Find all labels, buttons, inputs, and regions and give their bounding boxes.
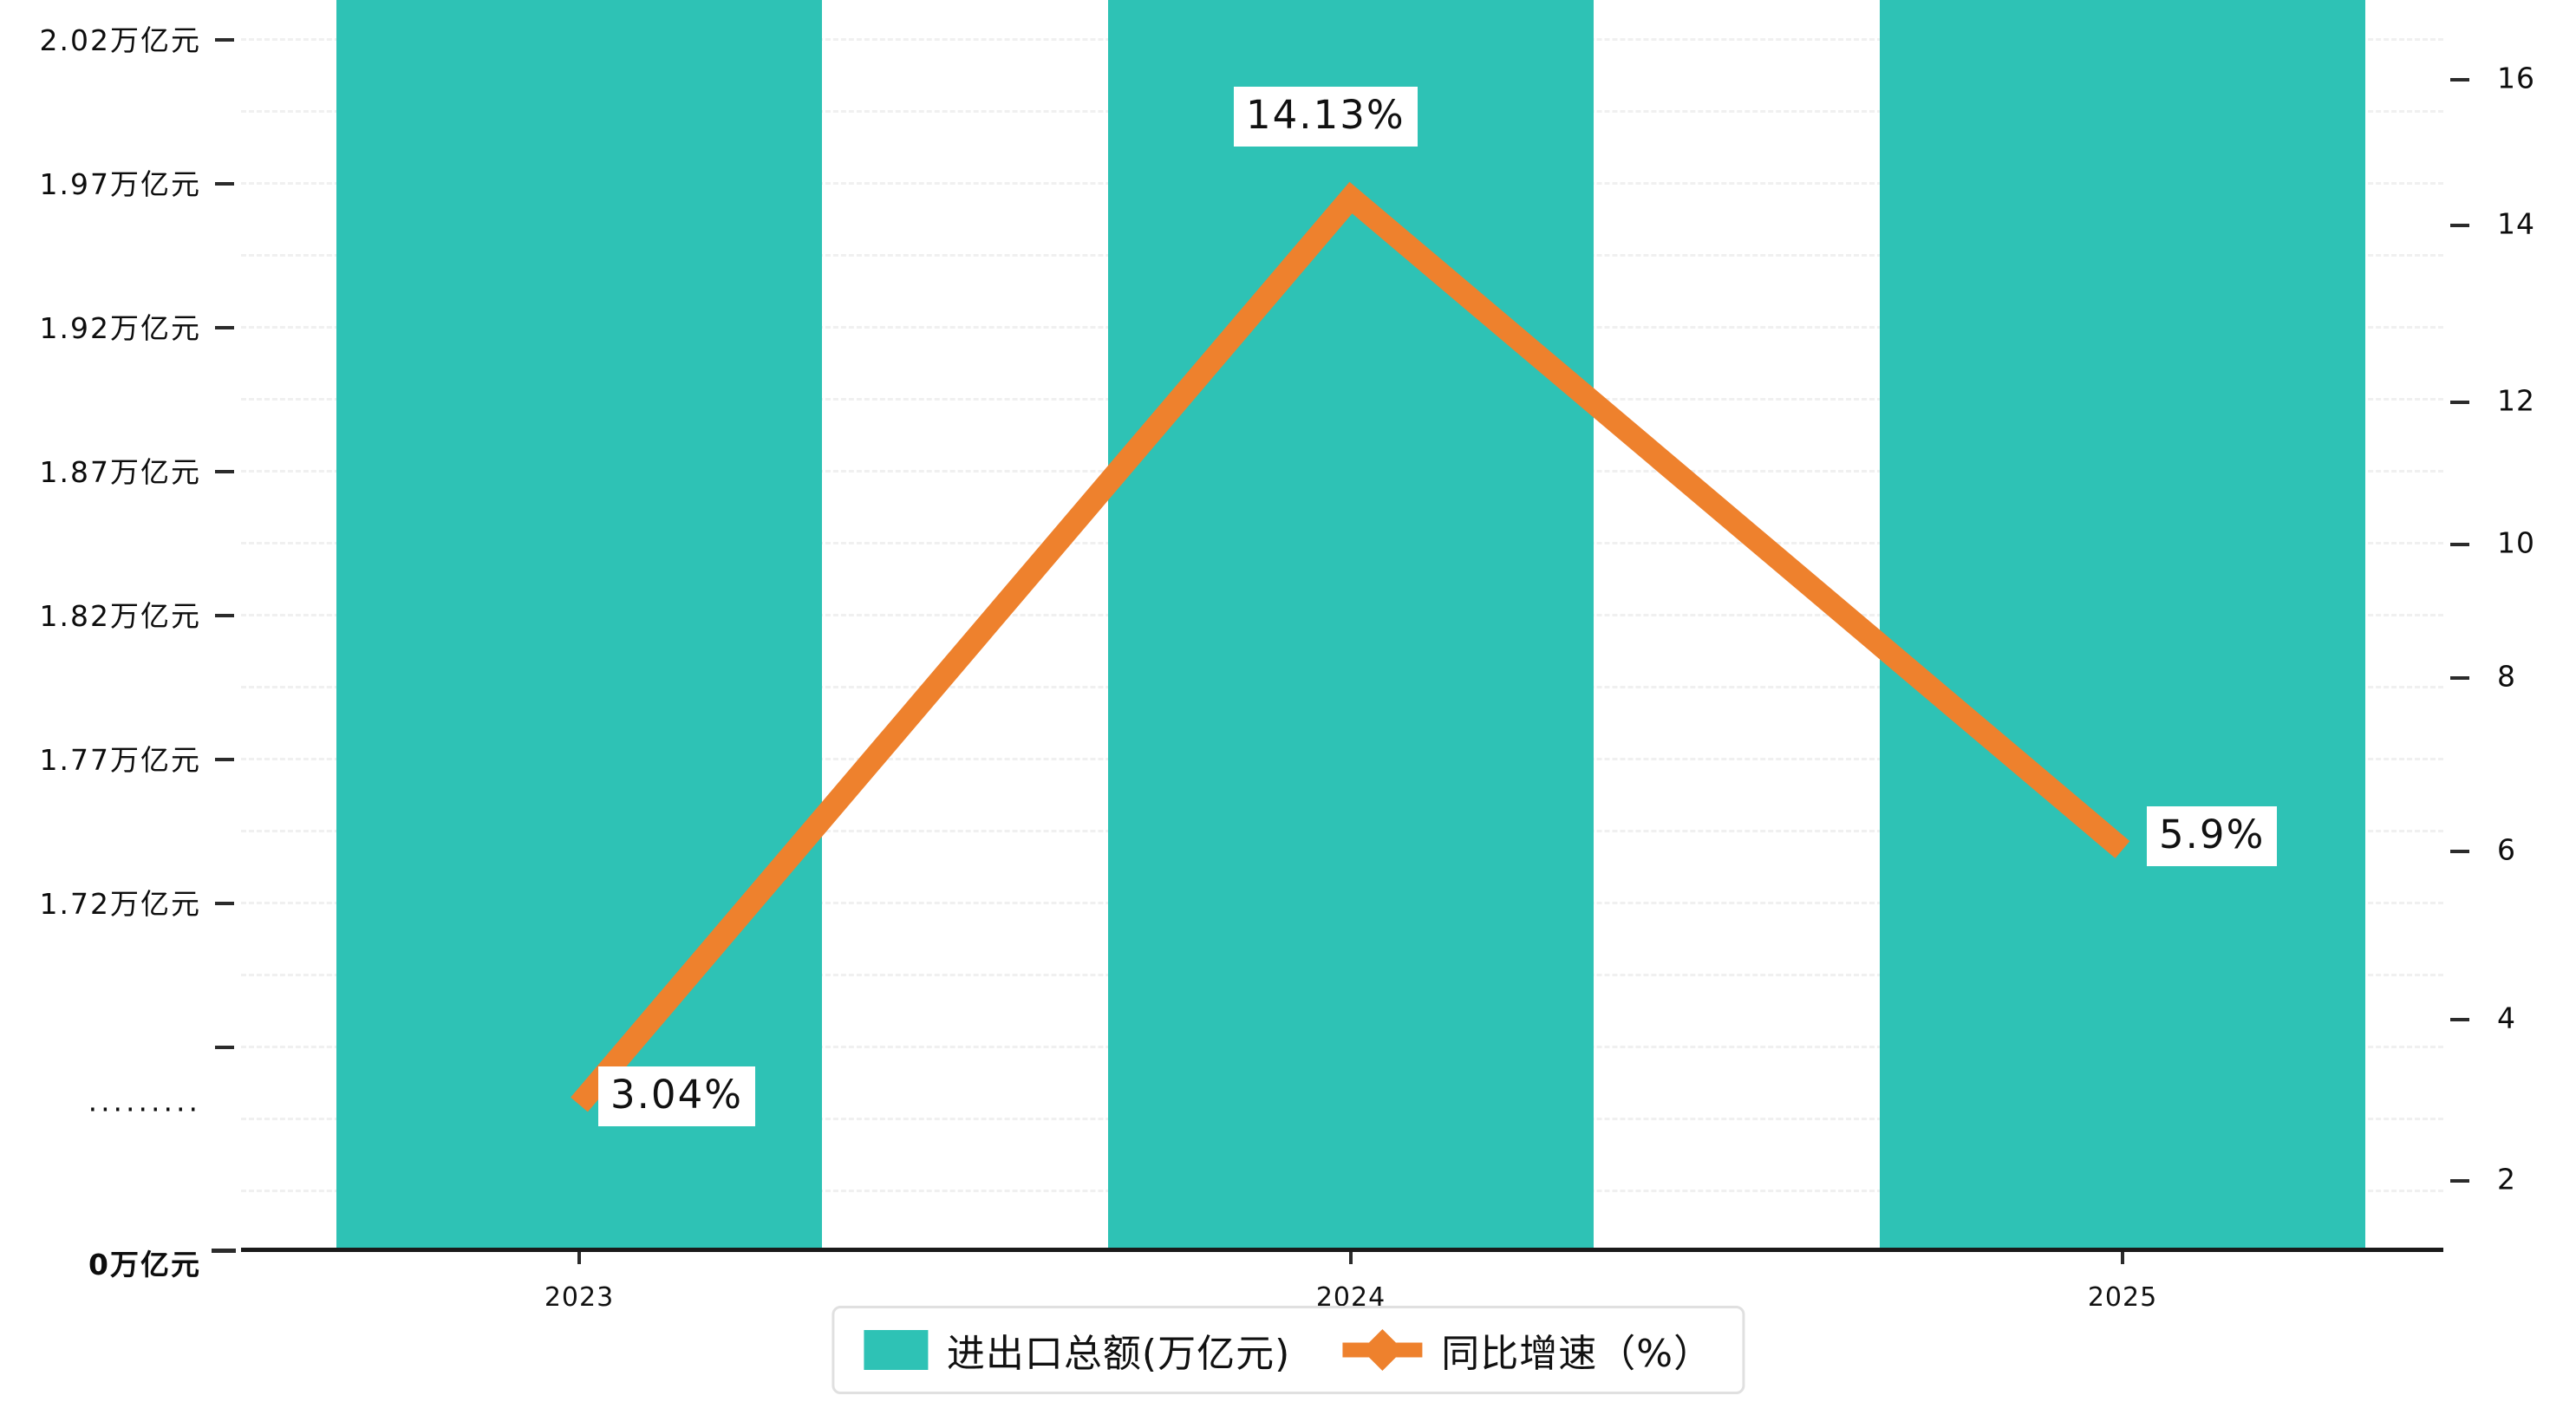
legend-line-diamond-icon (1342, 1328, 1423, 1372)
x-tick-2025 (2121, 1252, 2124, 1264)
x-axis-line (241, 1248, 2443, 1252)
line-label-2024: 14.13% (1234, 87, 1418, 147)
line-label-2025: 5.9% (2147, 806, 2278, 866)
y-axis-right-label-6: 6 (2497, 832, 2516, 867)
y-right-tick (2450, 1018, 2469, 1021)
y-right-tick (2450, 850, 2469, 853)
line-path (571, 181, 2130, 1112)
y-right-tick (2450, 1179, 2469, 1183)
x-tick-2023 (577, 1252, 581, 1264)
y-right-tick (2450, 401, 2469, 404)
y-right-tick (2450, 543, 2469, 546)
y-left-tick (212, 1249, 236, 1253)
y-left-tick (215, 326, 234, 329)
y-left-tick (215, 38, 234, 42)
y-right-tick (2450, 224, 2469, 227)
y-axis-right-label-16: 16 (2497, 61, 2535, 95)
y-left-tick (215, 1046, 234, 1049)
y-axis-right-label-2: 2 (2497, 1162, 2516, 1197)
y-axis-right-label-8: 8 (2497, 659, 2516, 694)
y-axis-left-label-1-77: 1.77万亿元 (39, 743, 201, 777)
legend-item-line[interactable]: 同比增速（%） (1342, 1322, 1712, 1378)
legend-label-bar: 进出口总额(万亿元) (946, 1332, 1291, 1376)
bar-2023[interactable] (336, 0, 822, 1252)
y-axis-left-label-0: 0万亿元 (88, 1248, 201, 1281)
legend-label-line: 同比增速（%） (1441, 1332, 1713, 1376)
line-label-2023: 3.04% (598, 1066, 755, 1126)
y-right-tick (2450, 78, 2469, 82)
y-right-tick (2450, 676, 2469, 680)
legend-item-bar[interactable]: 进出口总额(万亿元) (863, 1322, 1291, 1378)
legend-bar-swatch-icon (863, 1330, 928, 1370)
y-axis-left-label-1-97: 1.97万亿元 (39, 167, 201, 201)
y-left-tick (215, 902, 234, 905)
x-axis-label-2023: 2023 (544, 1282, 615, 1313)
y-axis-left-label-1-82: 1.82万亿元 (39, 599, 201, 633)
plot-area: 1.77万亿元 1.91万亿元 2.02万亿元 3.04% 14.13% 5.9… (212, 0, 2469, 1313)
x-axis-label-2025: 2025 (2087, 1282, 2158, 1313)
y-axis-left-label-2-02: 2.02万亿元 (39, 23, 201, 57)
y-left-tick (215, 614, 234, 617)
y-left-tick (215, 470, 234, 473)
bar-2025[interactable] (1880, 0, 2365, 1252)
y-axis-right-label-14: 14 (2497, 206, 2535, 241)
y-axis-left-label-1-92: 1.92万亿元 (39, 311, 201, 345)
y-axis-right-label-4: 4 (2497, 1001, 2516, 1035)
x-tick-2024 (1349, 1252, 1353, 1264)
chart-legend: 进出口总额(万亿元) 同比增速（%） (831, 1306, 1745, 1394)
y-axis-left-label-1-87: 1.87万亿元 (39, 455, 201, 489)
y-left-tick (215, 758, 234, 761)
growth-rate-line (571, 181, 2130, 1112)
y-left-tick (215, 182, 234, 186)
y-axis-right-label-10: 10 (2497, 525, 2535, 560)
y-axis-right-label-12: 12 (2497, 383, 2535, 418)
y-axis-break-marker: ......... (88, 1084, 201, 1118)
y-axis-left-label-1-72: 1.72万亿元 (39, 887, 201, 921)
